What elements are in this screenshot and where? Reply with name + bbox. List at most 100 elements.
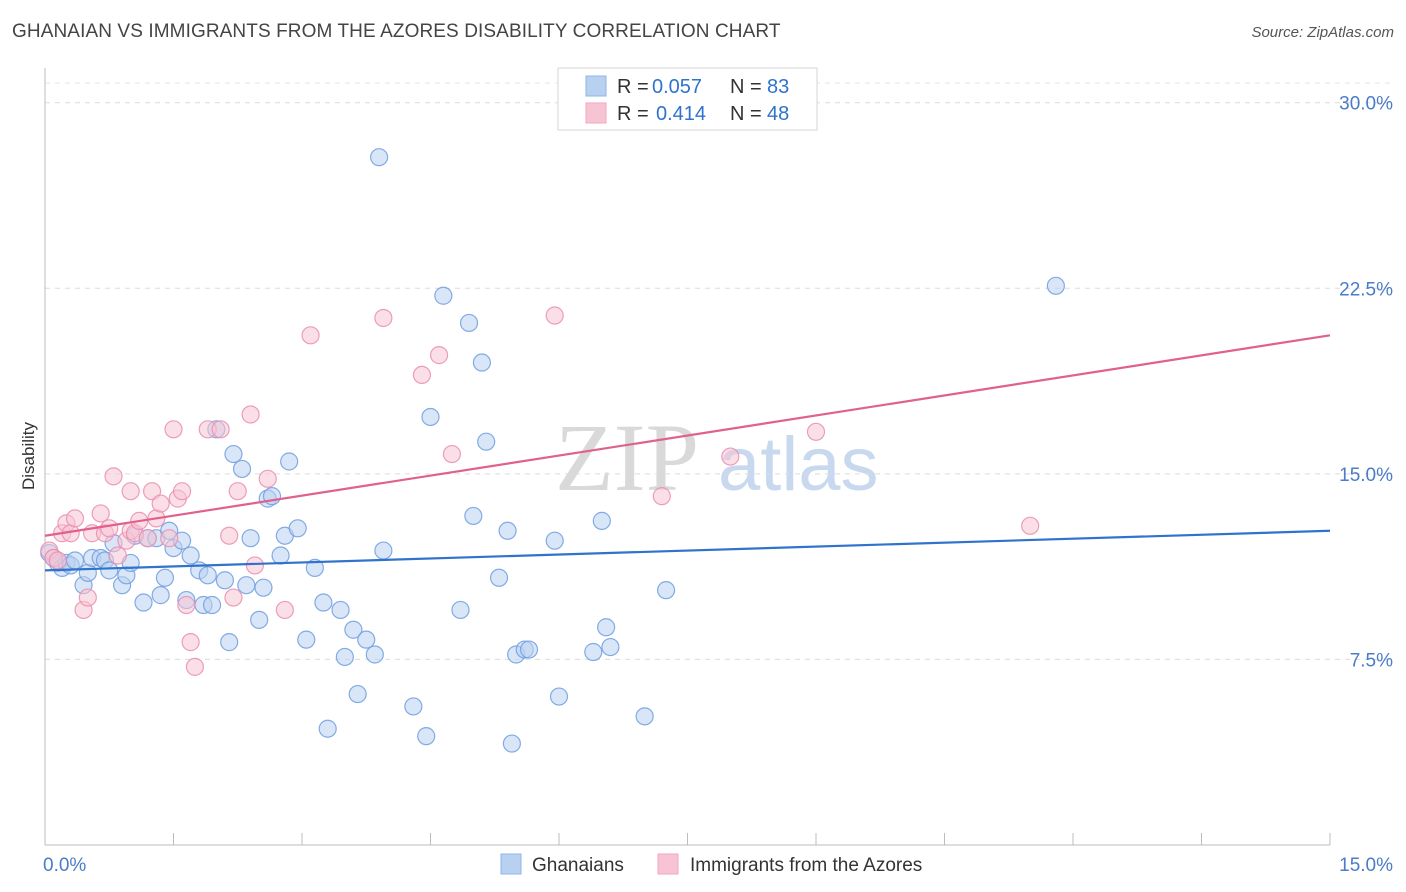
chart-title: GHANAIAN VS IMMIGRANTS FROM THE AZORES D…: [12, 21, 781, 42]
ghanaians-point-82: [1046, 276, 1065, 295]
azores-trend-line: [44, 334, 1331, 537]
azores-point-30: [185, 657, 205, 676]
ghanaians-point-62: [434, 286, 453, 305]
azores-point-2: [48, 551, 67, 570]
ghanaians-point-30: [198, 566, 217, 585]
series-azores: [40, 306, 1040, 676]
ghanaians-point-66: [472, 353, 491, 372]
ghanaians-trend-line: [44, 529, 1331, 572]
gridlines: [45, 82, 1395, 660]
x-tick-labels: 0.0% 15.0%: [43, 855, 1393, 876]
ghanaians-point-53: [344, 620, 363, 639]
ghanaians-point-12: [100, 561, 119, 580]
ghanaians-point-38: [241, 529, 260, 548]
ghanaians-point-74: [545, 531, 564, 550]
ghanaians-point-18: [134, 593, 153, 612]
azores-point-29: [181, 633, 200, 652]
ghanaians-point-67: [477, 432, 496, 451]
ghanaians-point-80: [635, 707, 654, 726]
x-tick-label-0: 0.0%: [43, 855, 86, 876]
legend-ghanaians-label: Ghanaians: [532, 855, 624, 876]
ghanaians-point-47: [297, 630, 316, 649]
azores-point-42: [412, 365, 432, 385]
y-tick-label-2: 22.5%: [1339, 279, 1393, 300]
legend-n-label-1: N =: [730, 76, 762, 98]
azores-point-14: [108, 546, 127, 565]
y-tick-label-3: 30.0%: [1339, 94, 1393, 115]
ghanaians-point-68: [489, 568, 509, 587]
azores-point-35: [228, 482, 247, 501]
ghanaians-point-46: [288, 519, 307, 538]
legend-r-value-1: 0.057: [652, 76, 702, 98]
ghanaians-point-21: [151, 586, 170, 605]
legend-ghanaians-swatch: [500, 853, 522, 875]
ghanaians-point-78: [597, 618, 616, 637]
azores-point-38: [258, 469, 277, 488]
legend-n-label-2: N =: [730, 103, 762, 125]
ghanaians-point-55: [357, 630, 376, 649]
azores-point-39: [275, 600, 294, 620]
y-tick-label-1: 15.0%: [1339, 465, 1393, 486]
azores-point-21: [142, 482, 162, 501]
azores-point-47: [721, 447, 740, 466]
ghanaians-point-48: [305, 558, 324, 577]
ghanaians-point-64: [459, 313, 479, 333]
legend-azores-swatch: [657, 853, 679, 875]
ghanaians-point-79: [601, 637, 620, 657]
ghanaians-point-40: [254, 578, 273, 597]
y-tick-label-0: 7.5%: [1350, 650, 1393, 671]
azores-point-48: [806, 422, 826, 441]
axes: [44, 68, 1331, 846]
azores-point-46: [652, 487, 671, 506]
ghanaians-point-22: [155, 568, 175, 587]
azores-point-10: [91, 504, 110, 523]
ghanaians-point-6: [65, 551, 85, 570]
azores-point-24: [160, 529, 179, 548]
ghanaians-point-63: [451, 600, 470, 620]
ghanaians-point-76: [584, 642, 603, 662]
azores-point-28: [177, 595, 196, 615]
azores-point-36: [241, 405, 260, 424]
legend-swatch-blue: [585, 75, 607, 97]
ghanaians-point-37: [237, 576, 256, 595]
ghanaians-point-43: [271, 546, 290, 565]
ghanaians-point-51: [331, 600, 350, 620]
azores-point-20: [138, 529, 157, 548]
ghanaians-point-57: [370, 148, 389, 167]
ghanaians-point-60: [417, 727, 436, 746]
azores-point-32: [211, 420, 230, 439]
azores-point-27: [172, 482, 192, 501]
ghanaians-point-33: [215, 571, 234, 590]
ghanaians-point-77: [592, 511, 611, 530]
ghanaians-point-75: [549, 687, 569, 706]
ghanaians-point-49: [314, 593, 333, 612]
watermark-zip: ZIP: [555, 404, 699, 511]
ghanaians-point-59: [404, 697, 423, 716]
ghanaians-point-52: [335, 647, 354, 667]
ghanaians-point-39: [250, 610, 269, 629]
ghanaians-point-35: [224, 444, 243, 464]
ghanaians-point-54: [348, 684, 367, 704]
azores-point-13: [104, 467, 123, 486]
ghanaians-point-27: [181, 546, 200, 565]
source-credit: Source: ZipAtlas.com: [1251, 24, 1394, 41]
ghanaians-point-70: [502, 734, 521, 753]
azores-point-43: [429, 346, 449, 365]
azores-point-12: [100, 519, 119, 538]
legend-azores-label: Immigrants from the Azores: [690, 855, 922, 876]
legend-r-value-2: 0.414: [656, 103, 706, 125]
trend-lines: [44, 334, 1331, 572]
series-ghanaians: [40, 148, 1065, 753]
ghanaians-point-69: [498, 521, 517, 540]
azores-point-45: [545, 306, 564, 325]
ghanaians-point-65: [464, 506, 483, 526]
x-tick-label-1: 15.0%: [1339, 855, 1393, 876]
azores-point-25: [164, 420, 183, 439]
ghanaians-point-81: [656, 581, 676, 600]
azores-point-23: [151, 494, 170, 513]
ghanaians-point-58: [374, 541, 393, 560]
azores-point-41: [374, 308, 393, 328]
azores-point-6: [65, 509, 85, 528]
correlation-legend: R = 0.057 N = 83 R = 0.414 N = 48: [557, 67, 818, 131]
azores-point-33: [220, 526, 239, 545]
